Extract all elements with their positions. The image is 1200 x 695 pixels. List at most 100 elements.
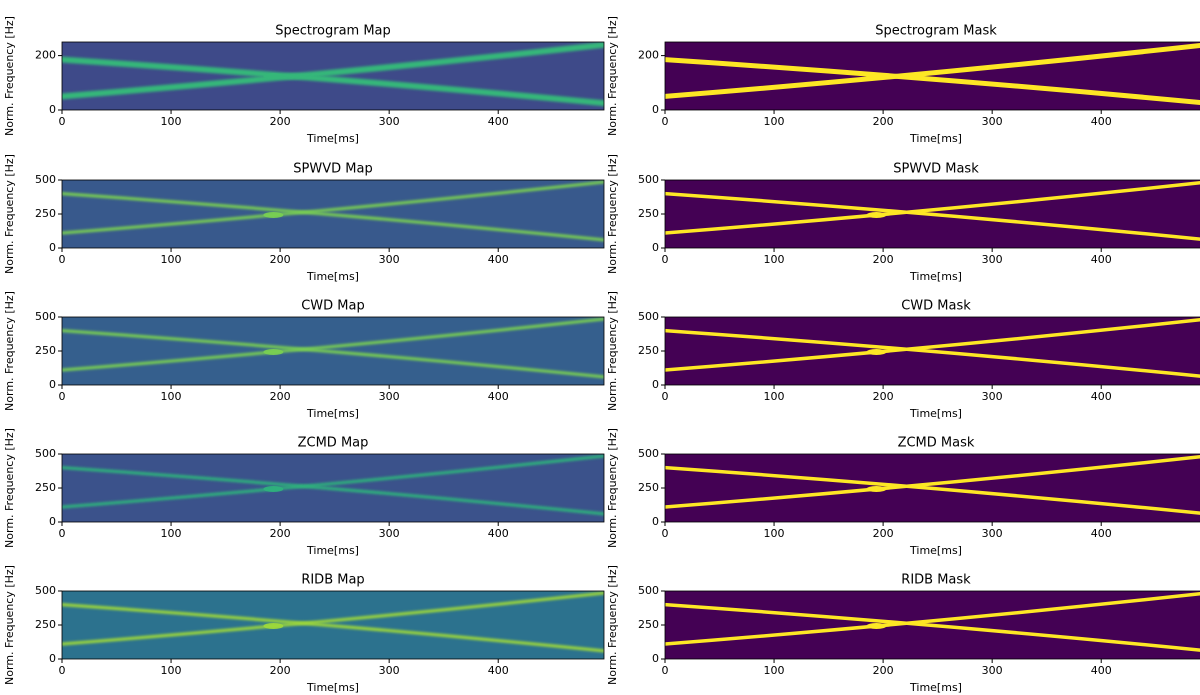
subplot: CWD Mask 0 100 200 300 400 0 250 500 Time[ms] Norm…: [606, 291, 1200, 420]
y-tick-label: 0: [49, 652, 56, 665]
x-axis-label: Time[ms]: [909, 132, 962, 145]
y-tick-label: 500: [35, 584, 56, 597]
x-tick-label: 300: [982, 527, 1003, 540]
x-tick-label: 200: [270, 253, 291, 266]
y-axis-label: Norm. Frequency [Hz]: [606, 428, 619, 548]
x-tick-label: 200: [873, 664, 894, 677]
y-tick-label: 250: [638, 481, 659, 494]
subplot: CWD Map 0 100 200 300 400 0 250 500 Time[ms] Norm.…: [3, 291, 605, 420]
ridge: [62, 454, 604, 509]
y-tick-label: 250: [35, 481, 56, 494]
x-tick-label: 300: [379, 664, 400, 677]
x-tick-label: 400: [488, 253, 509, 266]
y-tick-label: 0: [49, 103, 56, 116]
crossing: [866, 349, 887, 355]
x-tick-label: 200: [270, 664, 291, 677]
y-tick-label: 0: [652, 241, 659, 254]
ridge: [665, 602, 1200, 652]
x-tick-label: 0: [59, 115, 66, 128]
x-tick-label: 300: [379, 253, 400, 266]
x-tick-label: 200: [873, 253, 894, 266]
x-tick-label: 100: [161, 527, 182, 540]
image-ridges: [62, 42, 604, 107]
y-axis-label: Norm. Frequency [Hz]: [606, 291, 619, 411]
x-tick-label: 400: [1091, 253, 1112, 266]
image-ridges: [62, 591, 604, 653]
ridge: [665, 592, 1200, 646]
subplot-title: Spectrogram Mask: [875, 24, 997, 39]
x-axis-label: Time[ms]: [306, 407, 359, 420]
subplot: Spectrogram Map 0 100 200 300 400 0 200 Time[ms]…: [3, 16, 605, 145]
image-ridges: [62, 317, 604, 379]
y-axis-label: Norm. Frequency [Hz]: [606, 565, 619, 685]
subplot-title: CWD Map: [301, 299, 365, 314]
x-tick-label: 0: [662, 664, 669, 677]
ridge: [62, 603, 604, 653]
y-tick-label: 500: [638, 173, 659, 186]
subplot-title: SPWVD Map: [293, 162, 372, 177]
x-tick-label: 200: [270, 390, 291, 403]
subplot: SPWVD Mask 0 100 200 300 400 0 250 500 Time[ms] No…: [606, 154, 1200, 283]
subplot: RIDB Mask 0 100 200 300 400 0 250 500 Time[ms] Nor…: [606, 565, 1200, 694]
x-tick-label: 200: [270, 115, 291, 128]
y-tick-label: 0: [49, 241, 56, 254]
x-tick-label: 0: [662, 253, 669, 266]
subplot: Spectrogram Mask 0 100 200 300 400 0 200 Time[ms…: [606, 16, 1200, 145]
ridge: [62, 591, 604, 646]
crossing: [263, 73, 284, 79]
x-tick-label: 0: [59, 390, 66, 403]
x-tick-label: 0: [662, 527, 669, 540]
image-ridges: [665, 42, 1200, 106]
y-tick-label: 250: [638, 344, 659, 357]
crossing: [866, 212, 887, 218]
x-tick-label: 100: [161, 115, 182, 128]
subplot: RIDB Map 0 100 200 300 400 0 250 500 Time[ms] Norm…: [3, 565, 605, 694]
ridge: [62, 192, 604, 242]
y-tick-label: 250: [35, 207, 56, 220]
crossing: [866, 73, 887, 79]
y-tick-label: 250: [638, 618, 659, 631]
crossing: [263, 486, 284, 492]
ridge: [62, 180, 604, 235]
image-ridges: [665, 318, 1200, 378]
y-tick-label: 250: [35, 618, 56, 631]
x-tick-label: 0: [59, 253, 66, 266]
subplot-title: ZCMD Map: [298, 436, 369, 451]
x-tick-label: 400: [488, 390, 509, 403]
ridge: [62, 317, 604, 372]
ridge: [665, 42, 1200, 99]
axes-frame: [664, 41, 1200, 111]
y-tick-label: 500: [35, 310, 56, 323]
x-tick-label: 200: [873, 527, 894, 540]
y-tick-label: 500: [638, 310, 659, 323]
y-tick-label: 200: [638, 49, 659, 62]
crossing: [263, 349, 284, 355]
y-tick-label: 200: [35, 49, 56, 62]
crossing: [866, 623, 887, 629]
y-tick-label: 250: [35, 344, 56, 357]
x-tick-label: 200: [873, 390, 894, 403]
x-tick-label: 200: [270, 527, 291, 540]
subplot-title: SPWVD Mask: [893, 162, 979, 177]
x-tick-label: 100: [764, 390, 785, 403]
x-tick-label: 0: [59, 527, 66, 540]
subplot: ZCMD Mask 0 100 200 300 400 0 250 500 Time[ms] Nor…: [606, 428, 1200, 557]
y-tick-label: 0: [652, 103, 659, 116]
x-tick-label: 100: [764, 115, 785, 128]
x-tick-label: 300: [982, 664, 1003, 677]
ridge: [62, 329, 604, 379]
image-ridges: [665, 181, 1200, 241]
x-axis-label: Time[ms]: [909, 681, 962, 694]
x-tick-label: 300: [379, 115, 400, 128]
y-axis-label: Norm. Frequency [Hz]: [3, 565, 16, 685]
y-tick-label: 0: [652, 378, 659, 391]
x-tick-label: 400: [1091, 390, 1112, 403]
x-tick-label: 400: [488, 527, 509, 540]
subplot-title: RIDB Mask: [901, 573, 971, 588]
x-tick-label: 400: [488, 664, 509, 677]
x-axis-label: Time[ms]: [909, 407, 962, 420]
x-tick-label: 400: [1091, 115, 1112, 128]
x-tick-label: 400: [488, 115, 509, 128]
subplot-title: ZCMD Mask: [898, 436, 975, 451]
x-tick-label: 100: [764, 527, 785, 540]
